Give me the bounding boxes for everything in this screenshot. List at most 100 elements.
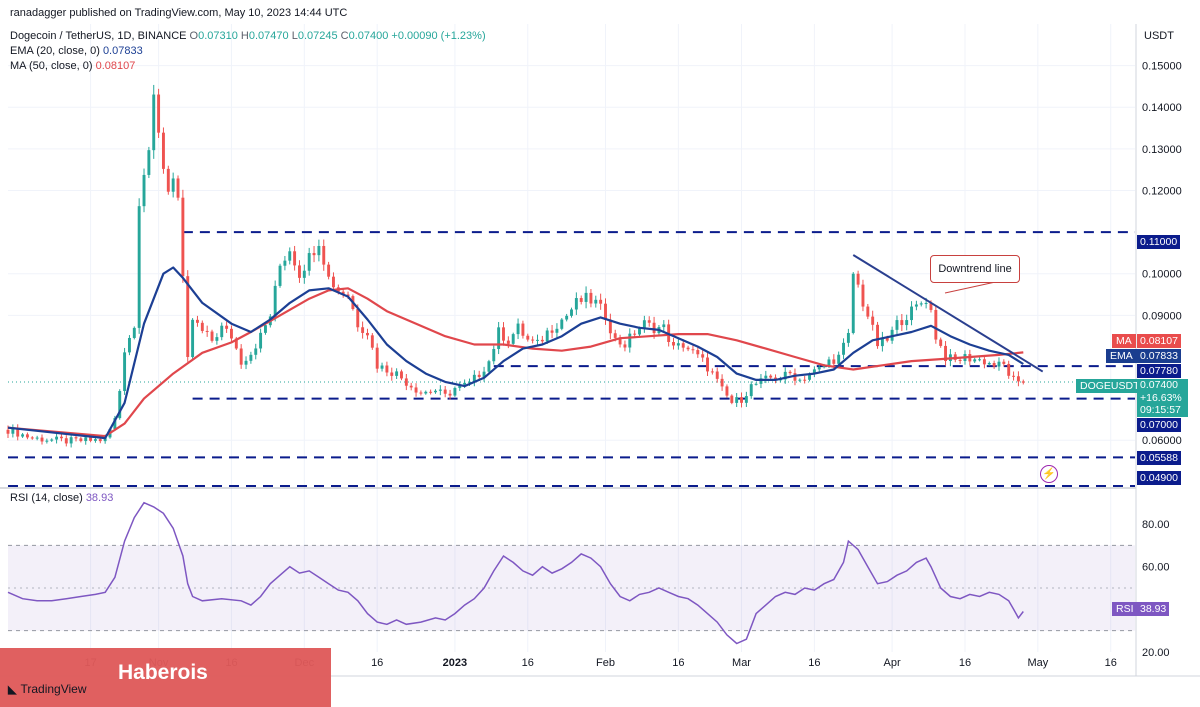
candle-up — [103, 437, 107, 442]
ohlc-value-c: 0.07400 — [348, 30, 389, 42]
candle-down — [832, 359, 836, 364]
ma-tag: MA — [1112, 334, 1136, 348]
candle-down — [429, 391, 433, 393]
candle-down — [40, 437, 44, 442]
rsi-legend[interactable]: RSI (14, close) 38.93 — [10, 492, 113, 504]
candle-down — [1007, 363, 1011, 376]
ohlc-key-o: O — [189, 30, 199, 42]
candle-up — [987, 362, 991, 365]
price-tick-label: 0.06000 — [1142, 435, 1182, 447]
ohlc-key-h: H — [237, 30, 249, 42]
candle-up — [118, 390, 122, 419]
candle-up — [978, 359, 982, 361]
candle-down — [793, 373, 797, 381]
price-tick-label: 0.09000 — [1142, 310, 1182, 322]
candle-up — [628, 333, 632, 348]
time-tick-label: 16 — [672, 657, 684, 669]
candle-up — [171, 178, 175, 192]
candle-down — [400, 371, 403, 379]
candle-down — [531, 339, 535, 341]
candle-up — [735, 397, 739, 403]
candle-up — [123, 352, 127, 391]
tradingview-logo[interactable]: ◣ TradingView — [8, 682, 87, 696]
candle-down — [521, 323, 525, 336]
ohlc-value-o: 0.07310 — [198, 30, 238, 42]
candle-up — [434, 390, 437, 393]
candle-down — [876, 324, 879, 347]
candle-down — [186, 276, 190, 357]
candle-up — [273, 285, 277, 317]
ema-legend[interactable]: EMA (20, close, 0) 0.07833 — [10, 45, 143, 57]
candle-down — [448, 393, 452, 396]
candle-up — [642, 320, 646, 329]
candle-up — [545, 330, 549, 342]
candle-up — [749, 384, 753, 397]
candle-down — [327, 264, 331, 277]
ticker-tag: DOGEUSDT — [1076, 379, 1144, 393]
bar-countdown: 09:15:57 — [1140, 404, 1181, 416]
candle-up — [463, 382, 467, 385]
candle-down — [166, 168, 170, 192]
candle-down — [312, 253, 316, 256]
ohlc-key-c: C — [337, 30, 349, 42]
candle-down — [623, 344, 627, 348]
candle-up — [919, 303, 923, 305]
candle-down — [871, 316, 875, 325]
candle-up — [45, 440, 49, 442]
candle-down — [1002, 361, 1006, 364]
candle-down — [409, 385, 413, 388]
candle-up — [254, 348, 258, 355]
level-badge-0490: 0.04900 — [1137, 471, 1181, 485]
candle-up — [555, 328, 559, 333]
candle-down — [74, 437, 78, 439]
lightning-icon[interactable]: ⚡ — [1040, 465, 1058, 483]
candle-down — [293, 251, 297, 266]
price-tick-label: 0.13000 — [1142, 144, 1182, 156]
publish-info: ranadagger published on TradingView.com,… — [10, 7, 348, 19]
rsi-tick-label: 60.00 — [1142, 562, 1170, 574]
candle-up — [846, 332, 850, 343]
downtrend-annotation[interactable]: Downtrend line — [930, 255, 1020, 283]
last-price: 0.07400 — [1140, 379, 1178, 391]
last-price-badge: 0.07400 +16.63% 09:15:57 — [1137, 379, 1188, 417]
candle-down — [710, 371, 714, 373]
candle-up — [215, 337, 219, 341]
candle-up — [249, 354, 253, 361]
time-tick-label: Apr — [884, 657, 901, 669]
candle-down — [79, 438, 83, 442]
candle-down — [929, 302, 933, 310]
candle-down — [404, 378, 408, 386]
candle-down — [502, 327, 505, 341]
candle-down — [1012, 375, 1016, 377]
candle-up — [472, 374, 476, 382]
candle-up — [380, 365, 384, 369]
candle-up — [142, 174, 146, 207]
candle-down — [234, 338, 238, 349]
candle-down — [419, 392, 423, 394]
candle-down — [526, 335, 530, 340]
price-tick-label: 0.15000 — [1142, 61, 1182, 73]
candle-up — [837, 354, 841, 364]
candle-up — [191, 319, 195, 357]
time-tick-label: May — [1027, 657, 1048, 669]
level-badge-0110: 0.11000 — [1137, 235, 1181, 249]
ohlc-value-h: 0.07470 — [248, 30, 289, 42]
candle-up — [55, 436, 59, 440]
ma-legend-value: 0.08107 — [95, 60, 136, 72]
candle-down — [788, 371, 792, 374]
candle-up — [21, 434, 25, 437]
ma-legend[interactable]: MA (50, close, 0) 0.08107 — [10, 60, 135, 72]
rsi-tick-label: 80.00 — [1142, 519, 1170, 531]
price-change: +0.00090 (+1.23%) — [391, 30, 486, 42]
candle-down — [375, 347, 379, 369]
price-tick-label: 0.14000 — [1142, 102, 1182, 114]
candle-up — [851, 273, 855, 333]
candle-up — [827, 359, 831, 366]
ohlc-key-l: L — [288, 30, 298, 42]
annotation-pointer — [944, 280, 1001, 294]
candle-up — [997, 361, 1001, 367]
candle-up — [638, 328, 641, 335]
ema-legend-label: EMA (20, close, 0) — [10, 45, 100, 57]
candle-up — [895, 320, 899, 330]
